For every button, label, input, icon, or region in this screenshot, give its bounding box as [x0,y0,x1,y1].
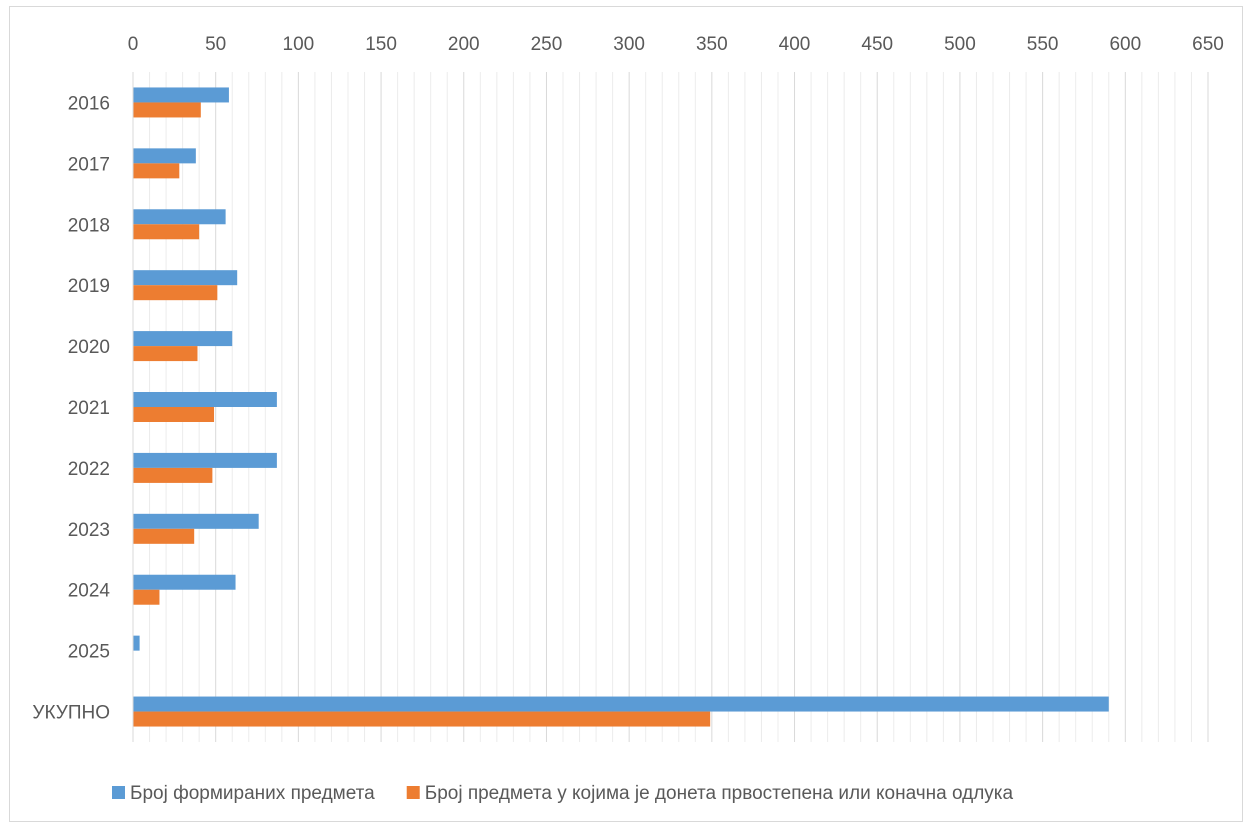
x-tick-label: 0 [128,34,139,55]
x-tick-label: 400 [779,34,811,55]
bar-decided-cases [133,285,218,301]
bar-formed-cases [133,209,226,225]
bar-formed-cases [133,635,140,651]
category-label: 2020 [68,337,110,358]
axes: 0 50 100 150 200 250 300 350 400 450 500 550 600 650 2… [32,34,1224,742]
category-label: 2023 [68,520,110,541]
category-label: 2016 [68,93,110,114]
bar-decided-cases [133,102,201,118]
x-tick-label: 450 [861,34,893,55]
x-tick-label: 650 [1192,34,1224,55]
category-label: 2024 [68,581,111,602]
bar-formed-cases [133,148,196,164]
x-tick-label: 250 [531,34,563,55]
category-label: 2025 [68,642,110,663]
legend: Број формираних предмета Број предмета у … [112,783,1014,804]
legend-label: Број предмета у којима је донета првосте… [425,783,1014,804]
bar-decided-cases [133,346,198,362]
bar-formed-cases [133,331,233,347]
bar-formed-cases [133,452,277,468]
bar-decided-cases [133,467,213,483]
bar-formed-cases [133,392,277,407]
x-tick-label: 200 [448,34,480,55]
bar-formed-cases [133,574,236,590]
bar-decided-cases [133,407,215,422]
bar-formed-cases [133,513,259,529]
bar-decided-cases [133,711,711,727]
legend-swatch [112,786,125,799]
bar-formed-cases [133,270,238,286]
x-tick-label: 300 [613,34,645,55]
legend-label: Број формираних предмета [130,783,375,804]
x-tick-label: 600 [1109,34,1141,55]
bar-decided-cases [133,528,195,544]
x-tick-label: 50 [205,34,226,55]
x-tick-label: 500 [944,34,976,55]
category-label: 2019 [68,276,110,297]
gridlines [132,72,1209,742]
legend-swatch [406,786,420,799]
category-label: 2017 [68,154,110,175]
category-label: 2021 [68,398,110,419]
x-tick-label: 350 [696,34,728,55]
bars [133,87,1109,727]
chart-frame [9,6,1243,822]
category-label: 2022 [68,459,110,480]
x-tick-label: 100 [283,34,315,55]
bar-decided-cases [133,224,200,240]
x-tick-label: 150 [365,34,397,55]
bar-formed-cases [133,87,229,103]
x-tick-label: 550 [1027,34,1059,55]
category-label: 2018 [68,215,110,236]
bar-decided-cases [133,589,160,605]
category-label: УКУПНО [32,703,110,724]
bar-decided-cases [133,163,180,179]
bar-formed-cases [133,696,1109,712]
